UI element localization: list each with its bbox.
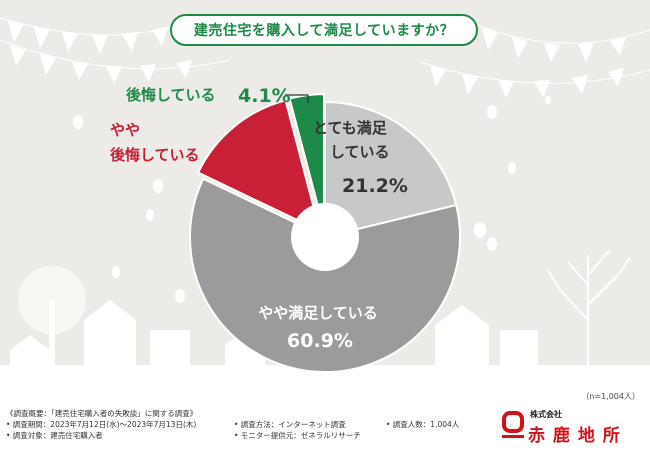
note-period: • 調査期間：2023年7月12日(水)〜2023年7月13日(木) <box>6 420 196 431</box>
company-logo: 株式会社 赤 鹿 地 所 <box>502 408 642 446</box>
regret-value: 4.1% <box>238 85 291 107</box>
donut-chart: とても満足 している 21.2% やや満足している 60.9% やや 後悔してい… <box>0 0 650 385</box>
note-overview: 《調査概要：「建売住宅購入者の失敗談」に関する調査》 <box>6 409 197 420</box>
logo-mark-icon <box>502 411 524 441</box>
somewhat-regret-label-line2: 後悔している <box>109 146 200 164</box>
note-respondents: • 調査人数：1,004人 <box>386 420 459 431</box>
logo-brand-name: 赤 鹿 地 所 <box>528 421 621 446</box>
very-satisfied-label-line2: している <box>330 143 390 161</box>
very-satisfied-label-line1: とても満足 <box>313 119 388 137</box>
somewhat-satisfied-value: 60.9% <box>287 330 353 352</box>
sample-size: （n=1,004人） <box>581 391 640 402</box>
very-satisfied-value: 21.2% <box>342 175 408 197</box>
somewhat-regret-value: 13.8% <box>222 145 288 167</box>
note-method: • 調査方法：インターネット調査 <box>234 420 346 431</box>
note-provider: • モニター提供元：ゼネラルリサーチ <box>234 431 361 442</box>
somewhat-regret-label-line1: やや <box>110 121 140 139</box>
somewhat-satisfied-label: やや満足している <box>258 304 378 322</box>
logo-company-prefix: 株式会社 <box>530 409 562 420</box>
regret-label: 後悔している <box>125 86 216 104</box>
donut-hole <box>291 203 359 271</box>
note-target: • 調査対象：建売住宅購入者 <box>6 431 103 442</box>
